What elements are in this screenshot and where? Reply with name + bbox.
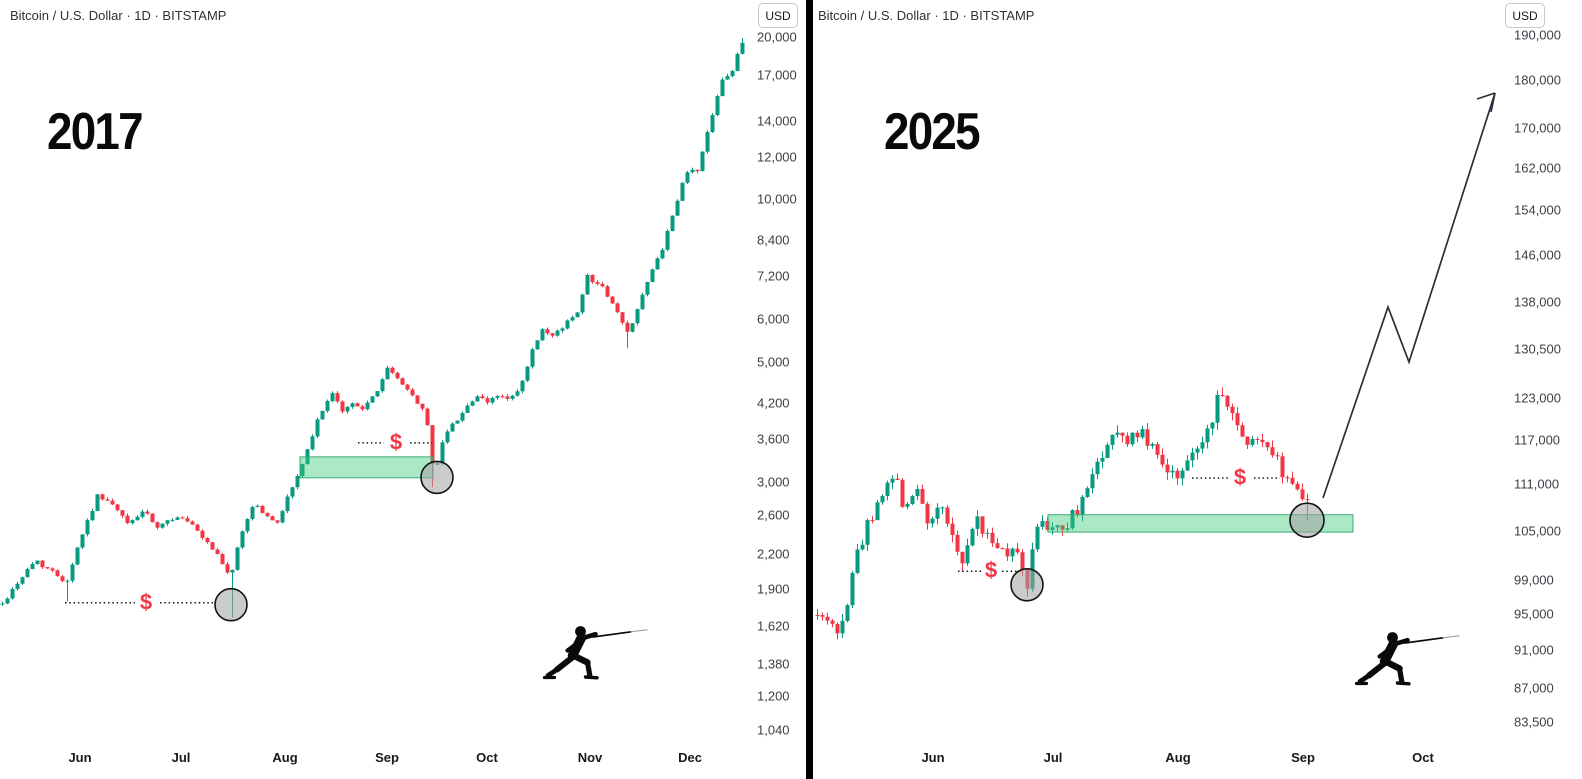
price-axis-label: 1,900 [757, 581, 790, 597]
price-axis-label: 8,400 [757, 232, 790, 248]
price-axis-label: 146,000 [1514, 247, 1561, 263]
candles-2017 [0, 38, 745, 618]
price-axis-label: 162,000 [1514, 160, 1561, 176]
price-axis-label: 17,000 [757, 67, 797, 83]
price-axis-label: 95,000 [1514, 606, 1554, 622]
price-axis-label: 111,000 [1514, 476, 1560, 492]
price-axis-label: 10,000 [757, 191, 797, 207]
price-axis-label: 2,600 [757, 507, 790, 523]
currency-button-2017[interactable]: USD [758, 3, 798, 28]
price-axis-label: 1,380 [757, 656, 790, 672]
price-axis-label: 1,200 [757, 688, 790, 704]
time-axis-label: Jun [68, 750, 92, 765]
dollar-annotation: $ [981, 559, 1001, 582]
price-axis-label: 5,000 [757, 354, 790, 370]
time-axis-label: Dec [678, 750, 702, 765]
price-axis-label: 87,000 [1514, 680, 1554, 696]
price-axis-label: 170,000 [1514, 120, 1561, 136]
dollar-annotation: $ [136, 591, 156, 614]
price-axis-label: 154,000 [1514, 202, 1561, 218]
time-axis-label: Aug [1165, 750, 1191, 765]
price-axis-label: 1,040 [757, 722, 790, 738]
price-axis-label: 1,620 [757, 618, 790, 634]
year-label-2017: 2017 [47, 103, 144, 161]
price-axis-label: 14,000 [757, 113, 797, 129]
time-axis-label: Oct [1412, 750, 1434, 765]
time-axis-label: Jun [921, 750, 945, 765]
price-axis-label: 190,000 [1514, 27, 1561, 43]
dollar-annotation: $ [386, 431, 406, 454]
chart-divider [806, 0, 813, 779]
time-axis-label: Aug [272, 750, 298, 765]
price-axis-label: 180,000 [1514, 72, 1561, 88]
time-axis-label: Sep [375, 750, 399, 765]
time-axis-label: Oct [476, 750, 498, 765]
fencer-icon-2017 [542, 626, 648, 680]
price-axis-label: 20,000 [757, 29, 797, 45]
price-axis-label: 99,000 [1514, 572, 1554, 588]
symbol-header-2025: Bitcoin / U.S. Dollar · 1D · BITSTAMP [818, 8, 1035, 23]
currency-button-2025[interactable]: USD [1505, 3, 1545, 28]
projection-arrowhead [1490, 92, 1496, 113]
sweep-circle [214, 587, 248, 622]
fencer-icon-2025 [1354, 632, 1460, 686]
price-axis-label: 123,000 [1514, 390, 1561, 406]
price-axis-label: 138,000 [1514, 294, 1561, 310]
price-axis-label: 130,500 [1514, 341, 1561, 357]
price-axis-label: 6,000 [757, 311, 790, 327]
sweep-circle [420, 460, 454, 495]
projection-arrowhead [1476, 92, 1496, 100]
price-axis-label: 83,500 [1514, 714, 1554, 730]
price-axis-label: 12,000 [757, 149, 797, 165]
symbol-header-2017: Bitcoin / U.S. Dollar · 1D · BITSTAMP [10, 8, 227, 23]
time-axis-label: Jul [1043, 750, 1063, 765]
price-axis-label: 3,000 [757, 474, 790, 490]
price-axis-label: 2,200 [757, 546, 790, 562]
time-axis-label: Jul [171, 750, 191, 765]
price-axis-label: 4,200 [757, 395, 790, 411]
price-axis-label: 105,000 [1514, 523, 1561, 538]
price-axis-label: 117,000 [1514, 432, 1561, 448]
sweep-circle [1010, 567, 1044, 602]
price-axis-label: 91,000 [1514, 642, 1554, 658]
sweep-circle [1289, 502, 1325, 539]
demand-zone-2025 [1047, 514, 1354, 533]
projection-arrow [1322, 92, 1496, 499]
year-label-2025: 2025 [884, 103, 981, 161]
dollar-annotation: $ [1230, 466, 1250, 489]
price-axis-label: 3,600 [757, 431, 790, 447]
time-axis-label: Sep [1291, 750, 1315, 765]
time-axis-label: Nov [577, 750, 603, 765]
price-axis-label: 7,200 [757, 268, 790, 284]
